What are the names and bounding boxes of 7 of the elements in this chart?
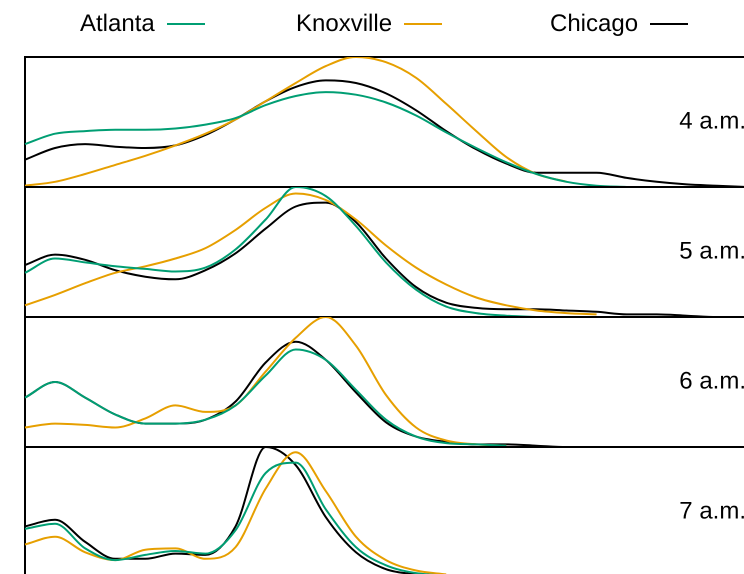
legend-label: Knoxville <box>296 10 392 38</box>
legend-label: Atlanta <box>80 10 155 38</box>
text: 5 a.m. <box>679 238 744 265</box>
text: 6 a.m. <box>679 368 744 395</box>
legend-label: Chicago <box>550 10 638 38</box>
text: 4 a.m. <box>679 108 744 135</box>
text: 7 a.m. <box>679 498 744 525</box>
